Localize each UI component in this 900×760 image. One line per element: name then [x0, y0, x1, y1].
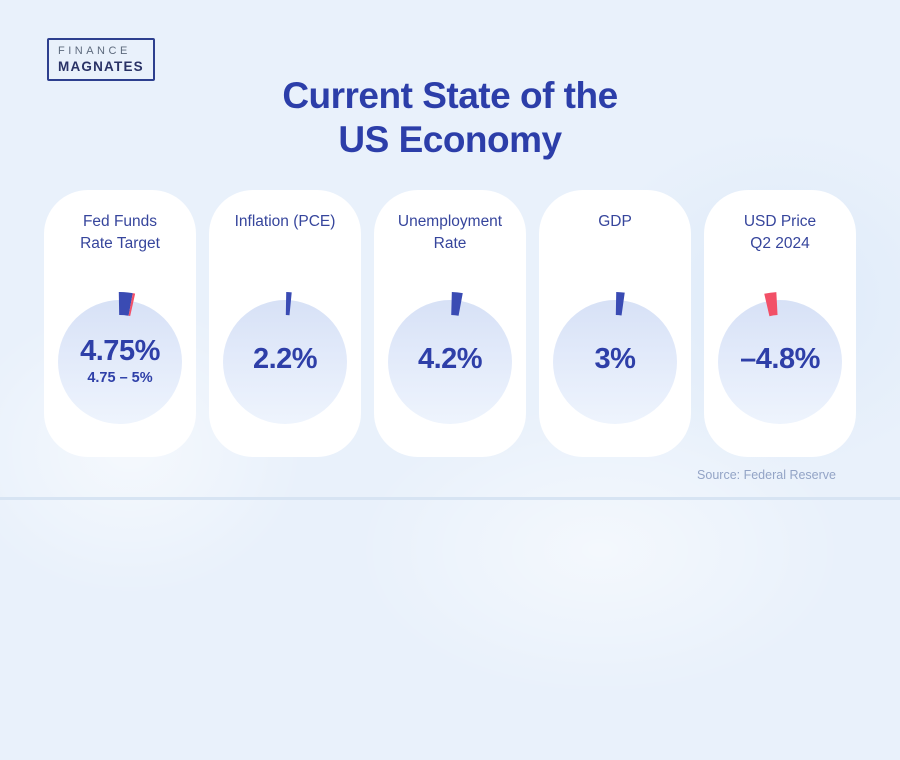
metric-label: USD Price Q2 2024 [704, 211, 856, 255]
gauge-inflation-pce: 2.2% [210, 281, 360, 431]
metric-label-line1: Inflation (PCE) [234, 213, 336, 230]
gauge-usd-price: –4.8% [705, 281, 855, 431]
metric-label-line1: Fed Funds [82, 213, 158, 230]
gauge-text: 3% [540, 281, 690, 431]
logo-line-magnates: MAGNATES [58, 58, 144, 74]
metric-label-line1: Unemployment [397, 213, 503, 230]
metric-card-gdp: GDP 3% [539, 190, 691, 457]
gauge-text: 4.75% 4.75 – 5% [45, 281, 195, 431]
gauge-text: 4.2% [375, 281, 525, 431]
metric-label: Fed Funds Rate Target [44, 211, 196, 255]
gauge-circle [553, 300, 677, 424]
page-title: Current State of the US Economy [0, 74, 900, 161]
metric-label-line2: Rate [433, 235, 467, 252]
metric-card-fed-funds-rate: Fed Funds Rate Target 4.75% 4.75 – 5% [44, 190, 196, 457]
metric-value: 4.75% [80, 335, 160, 368]
metric-card-unemployment-rate: Unemployment Rate 4.2% [374, 190, 526, 457]
source-credit: Source: Federal Reserve [697, 468, 836, 482]
gauge-marker-wedge [118, 291, 136, 317]
gauge-text: 2.2% [210, 281, 360, 431]
metric-label-line2: Q2 2024 [750, 235, 810, 252]
gauge-unemployment-rate: 4.2% [375, 281, 525, 431]
gauge-circle [718, 300, 842, 424]
gauge-circle [58, 300, 182, 424]
metric-label: Inflation (PCE) [209, 211, 361, 233]
gauge-marker-wedge [451, 292, 463, 316]
metric-value: –4.8% [740, 343, 820, 376]
metric-card-usd-price: USD Price Q2 2024 –4.8% [704, 190, 856, 457]
gauge-circle [388, 300, 512, 424]
metric-value: 3% [594, 343, 636, 376]
metric-cards-row: Fed Funds Rate Target 4.75% 4.75 – 5% In… [44, 190, 856, 457]
metric-value: 2.2% [252, 343, 318, 376]
metric-label-line1: USD Price [743, 213, 817, 230]
metric-label: GDP [539, 211, 691, 233]
page-title-line1: Current State of the [282, 75, 618, 116]
metric-label-line2: Rate Target [80, 235, 160, 252]
gauge-marker-wedge [615, 292, 625, 316]
metric-card-inflation-pce: Inflation (PCE) 2.2% [209, 190, 361, 457]
gauge-gdp: 3% [540, 281, 690, 431]
logo-line-finance: FINANCE [58, 45, 131, 57]
page-title-line2: US Economy [338, 118, 562, 160]
gauge-marker-wedge [285, 292, 292, 316]
gauge-circle [223, 300, 347, 424]
metric-value: 4.2% [417, 343, 483, 376]
bottom-edge-strip [0, 497, 900, 500]
gauge-fed-funds-rate: 4.75% 4.75 – 5% [45, 281, 195, 431]
metric-label: Unemployment Rate [374, 211, 526, 255]
metric-label-line1: GDP [598, 213, 632, 230]
gauge-marker-wedge [764, 292, 778, 317]
finance-magnates-logo: FINANCE MAGNATES [47, 38, 155, 81]
metric-subvalue: 4.75 – 5% [87, 369, 153, 386]
gauge-text: –4.8% [705, 281, 855, 431]
